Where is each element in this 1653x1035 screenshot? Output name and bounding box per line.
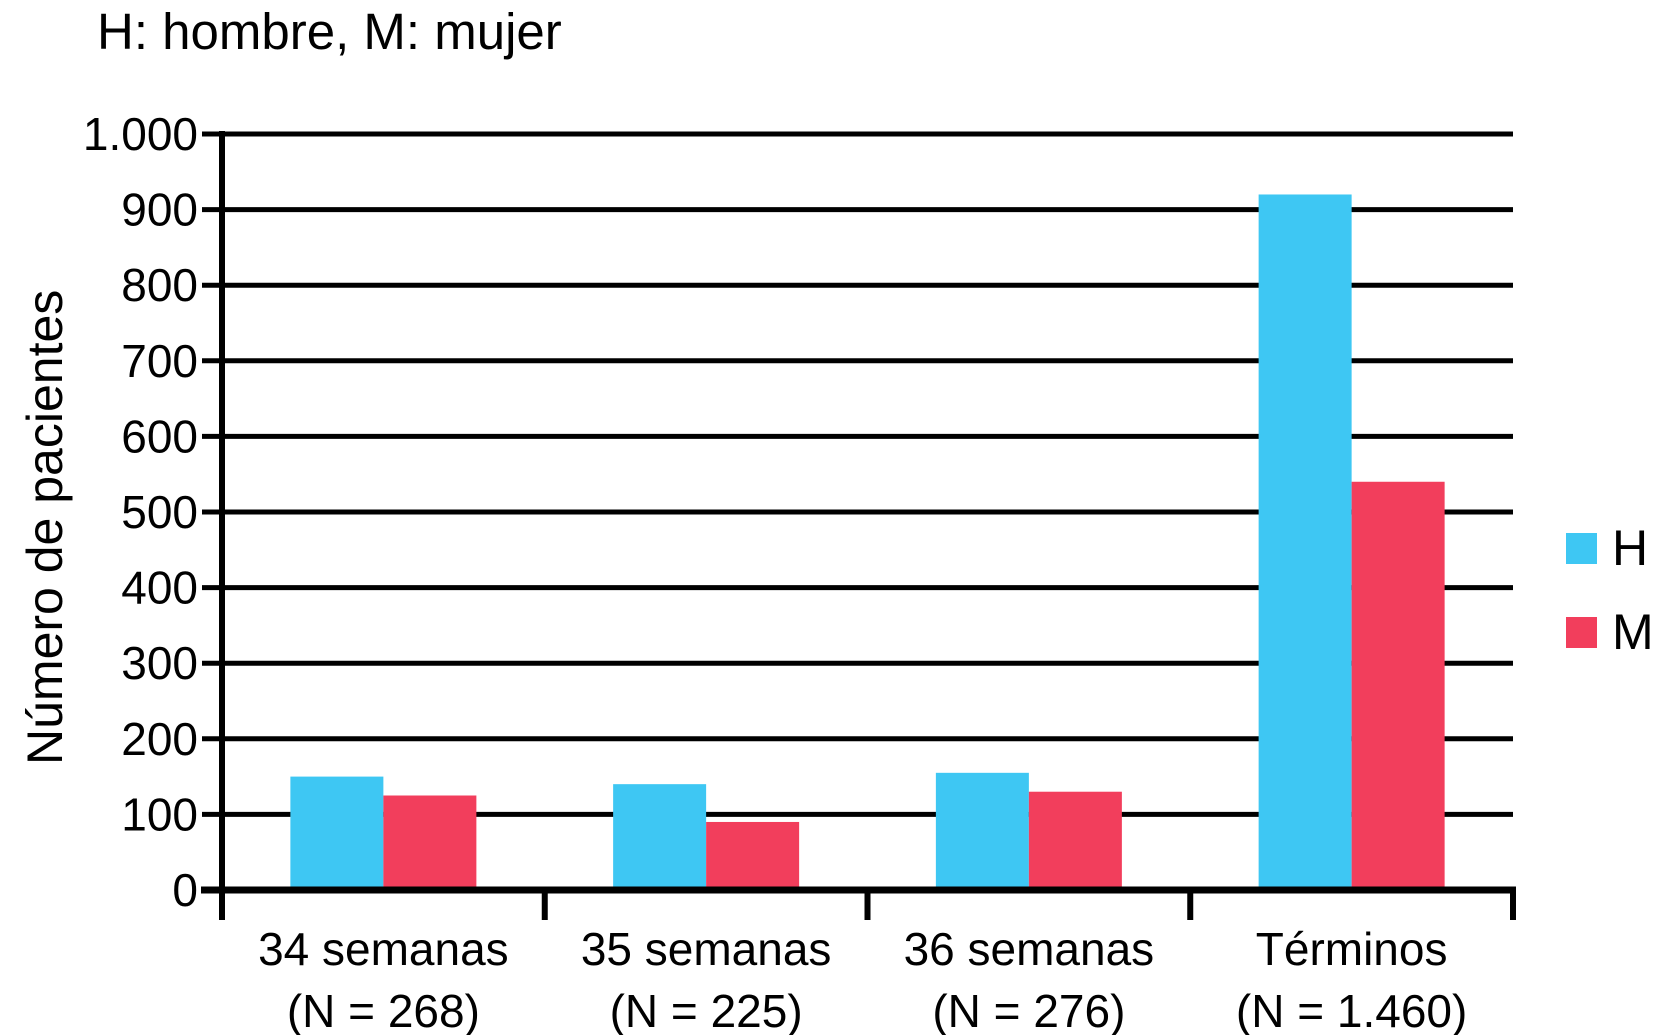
chart-title: H: hombre, M: mujer	[97, 3, 562, 60]
y-tick-label: 0	[172, 864, 198, 916]
bar-M-3	[1351, 481, 1445, 890]
bar-H-0	[290, 776, 384, 890]
legend: H M	[1566, 520, 1653, 698]
y-tick-label: 100	[121, 788, 198, 840]
bar-M-0	[383, 795, 477, 890]
category-name: 35 semanas	[580, 923, 832, 975]
legend-item-m: M	[1566, 604, 1653, 660]
bar-M-1	[706, 821, 800, 890]
legend-label-m: M	[1612, 604, 1653, 660]
y-tick-label: 700	[121, 335, 198, 387]
legend-swatch-m-icon	[1566, 616, 1597, 648]
x-category-label: 35 semanas (N = 225)	[536, 918, 876, 1035]
bar-H-3	[1258, 194, 1352, 891]
y-tick-label: 300	[121, 637, 198, 689]
legend-item-h: H	[1566, 520, 1653, 576]
category-n: (N = 1.460)	[1235, 985, 1468, 1035]
y-tick-label: 800	[121, 259, 198, 311]
bar-M-2	[1028, 791, 1122, 890]
category-name: 34 semanas	[258, 923, 509, 975]
x-category-label: 36 semanas (N = 276)	[859, 918, 1199, 1035]
legend-swatch-h-icon	[1566, 532, 1597, 564]
y-tick-label: 200	[121, 713, 198, 765]
category-name: Términos	[1255, 923, 1448, 975]
y-tick-label: 600	[121, 410, 198, 462]
y-tick-label: 1.000	[83, 108, 198, 160]
category-n: (N = 225)	[609, 985, 803, 1035]
y-tick-label: 900	[121, 184, 198, 236]
category-n: (N = 276)	[932, 985, 1126, 1035]
category-name: 36 semanas	[903, 923, 1155, 975]
y-tick-label: 500	[121, 486, 198, 538]
x-category-label: 34 semanas (N = 268)	[213, 918, 553, 1035]
y-tick-label: 400	[121, 562, 198, 614]
x-category-label: Términos (N = 1.460)	[1182, 918, 1522, 1035]
legend-label-h: H	[1612, 520, 1649, 576]
category-n: (N = 268)	[286, 985, 480, 1035]
bar-H-1	[613, 784, 707, 890]
bar-H-2	[935, 772, 1029, 890]
